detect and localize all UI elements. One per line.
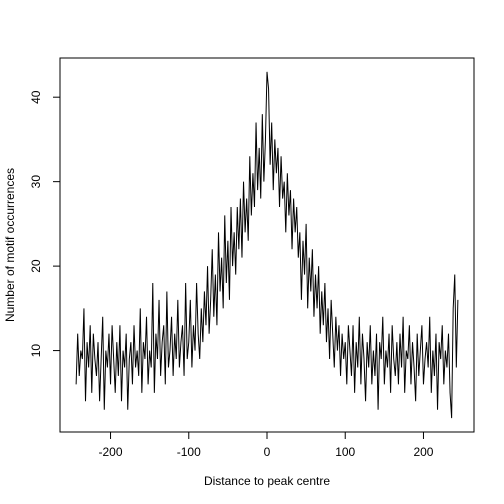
x-tick-label: 100 [335, 445, 355, 459]
y-tick-label: 10 [29, 344, 43, 358]
x-tick-label: -200 [99, 445, 123, 459]
data-line [75, 71, 459, 419]
x-axis-label: Distance to peak centre [204, 474, 330, 488]
x-tick-label: 0 [264, 445, 271, 459]
y-tick-label: 20 [29, 259, 43, 273]
x-tick-label: 200 [413, 445, 433, 459]
x-tick-label: -100 [177, 445, 201, 459]
y-axis-label: Number of motif occurrences [3, 168, 17, 322]
y-tick-label: 30 [29, 175, 43, 189]
y-tick-label: 40 [29, 90, 43, 104]
